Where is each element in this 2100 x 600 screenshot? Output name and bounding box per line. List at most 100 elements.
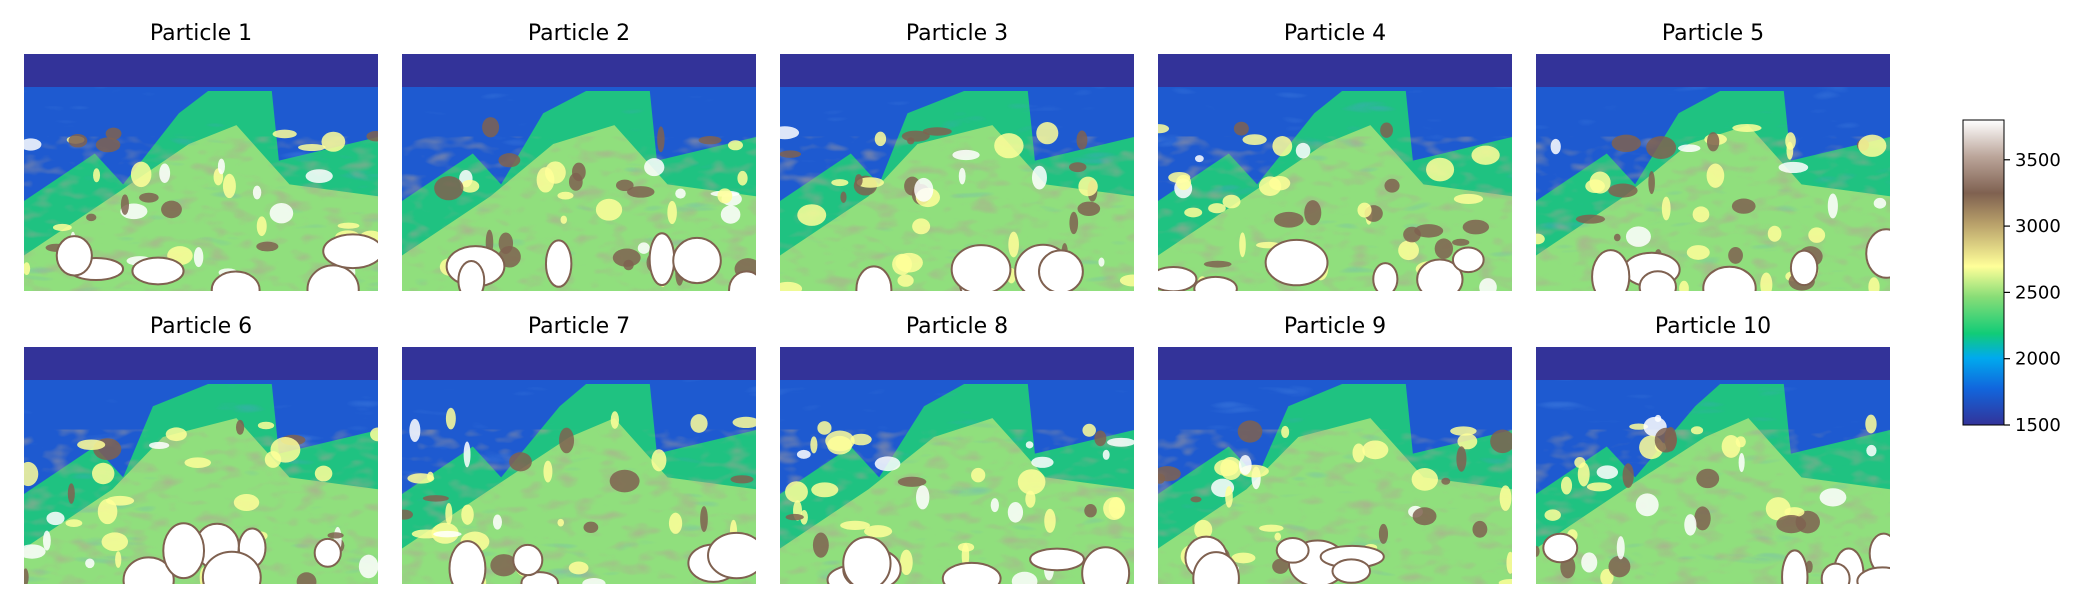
high-velocity-blob: [1416, 258, 1464, 291]
high-velocity-blob: [306, 264, 360, 291]
anomaly-blob: [914, 177, 934, 202]
anomaly-blob: [1426, 157, 1455, 182]
anomaly-blob: [1025, 490, 1036, 508]
anomaly-blob: [256, 241, 279, 252]
panel-image: [24, 347, 378, 584]
anomaly-blob: [1778, 161, 1809, 174]
anomaly-blob: [544, 161, 566, 184]
anomaly-blob: [1575, 214, 1606, 224]
anomaly-blob: [1550, 138, 1561, 155]
anomaly-blob: [1684, 514, 1697, 536]
anomaly-blob: [1031, 456, 1054, 468]
panel-image: [1158, 54, 1512, 291]
panel-3: Particle 3: [780, 21, 1134, 291]
panel-image: [780, 54, 1134, 291]
anomaly-blob: [1613, 233, 1621, 242]
anomaly-blob: [922, 127, 952, 136]
high-velocity-blob: [707, 531, 756, 580]
anomaly-blob: [1686, 245, 1710, 260]
anomaly-blob: [1082, 423, 1096, 437]
anomaly-blob: [270, 437, 301, 463]
anomaly-blob: [840, 520, 871, 531]
anomaly-blob: [1654, 414, 1662, 423]
anomaly-blob: [817, 421, 832, 435]
anomaly-blob: [165, 427, 187, 442]
high-velocity-blob: [512, 543, 544, 577]
anomaly-blob: [490, 554, 518, 577]
anomaly-blob: [623, 259, 634, 271]
anomaly-blob: [217, 158, 225, 175]
panel-7: Particle 7: [402, 314, 756, 584]
anomaly-blob: [1231, 552, 1256, 564]
high-velocity-blob: [1158, 265, 1198, 291]
anomaly-blob: [1873, 197, 1887, 209]
anomaly-blob: [690, 414, 708, 433]
anomaly-blob: [874, 456, 901, 472]
anomaly-blob: [1654, 427, 1677, 453]
anomaly-blob: [610, 411, 620, 429]
anomaly-blob: [1732, 123, 1762, 132]
anomaly-blob: [1272, 136, 1293, 157]
anomaly-blob: [1378, 523, 1389, 544]
panel-image: [1536, 347, 1890, 584]
anomaly-blob: [1239, 232, 1246, 258]
panel-title: Particle 9: [1284, 314, 1386, 339]
panels: Particle 1 Particle 2 Particle 3 Particle 4…: [24, 21, 1890, 584]
anomaly-blob: [407, 473, 435, 484]
anomaly-blob: [460, 179, 480, 193]
anomaly-blob: [780, 126, 800, 140]
anomaly-blob: [1679, 280, 1689, 291]
high-velocity-blob: [1038, 249, 1084, 291]
anomaly-blob: [1304, 200, 1322, 226]
anomaly-blob: [498, 232, 514, 254]
anomaly-blob: [1411, 468, 1439, 491]
panel-9: Particle 9: [1158, 314, 1512, 584]
anomaly-blob: [1190, 496, 1202, 503]
panel-image: [1536, 54, 1890, 291]
anomaly-blob: [720, 205, 741, 224]
high-velocity-blob: [1789, 249, 1819, 287]
anomaly-blob: [1760, 272, 1773, 291]
anomaly-blob: [800, 509, 808, 525]
anomaly-blob: [1214, 459, 1239, 477]
anomaly-blob: [463, 441, 471, 468]
anomaly-blob: [897, 274, 914, 287]
anomaly-blob: [895, 252, 923, 273]
anomaly-blob: [797, 204, 827, 226]
anomaly-blob: [91, 462, 115, 485]
high-velocity-blob: [842, 536, 892, 584]
colorbar-tick-label: 3000: [2015, 216, 2061, 237]
anomaly-blob: [314, 465, 333, 482]
anomaly-blob: [1866, 444, 1877, 457]
panel-title: Particle 8: [906, 314, 1008, 339]
panel-6: Particle 6: [24, 314, 378, 584]
anomaly-blob: [321, 131, 346, 152]
high-velocity-blob: [55, 235, 93, 277]
anomaly-blob: [1069, 211, 1079, 235]
anomaly-blob: [1412, 507, 1437, 526]
anomaly-blob: [1107, 437, 1134, 447]
high-velocity-blob: [1029, 547, 1086, 572]
anomaly-blob: [409, 418, 421, 443]
colorbar-tick-label: 3500: [2015, 150, 2061, 171]
colorbar-tick-label: 1500: [2015, 415, 2061, 436]
anomaly-blob: [24, 461, 39, 487]
anomaly-blob: [445, 407, 456, 430]
water-layer: [24, 347, 378, 380]
anomaly-blob: [1786, 141, 1794, 160]
anomaly-blob: [1044, 508, 1056, 533]
anomaly-blob: [1536, 233, 1545, 245]
panel-5: Particle 5: [1536, 21, 1890, 291]
anomaly-blob: [85, 558, 95, 569]
anomaly-blob: [1384, 178, 1400, 193]
anomaly-blob: [854, 174, 863, 187]
anomaly-blob: [1574, 457, 1586, 468]
anomaly-blob: [1635, 493, 1659, 517]
anomaly-blob: [1690, 426, 1704, 435]
anomaly-blob: [366, 131, 378, 142]
anomaly-blob: [1499, 485, 1512, 511]
anomaly-blob: [1362, 440, 1389, 460]
anomaly-blob: [1776, 515, 1807, 534]
anomaly-blob: [139, 192, 159, 203]
anomaly-blob: [161, 200, 182, 219]
